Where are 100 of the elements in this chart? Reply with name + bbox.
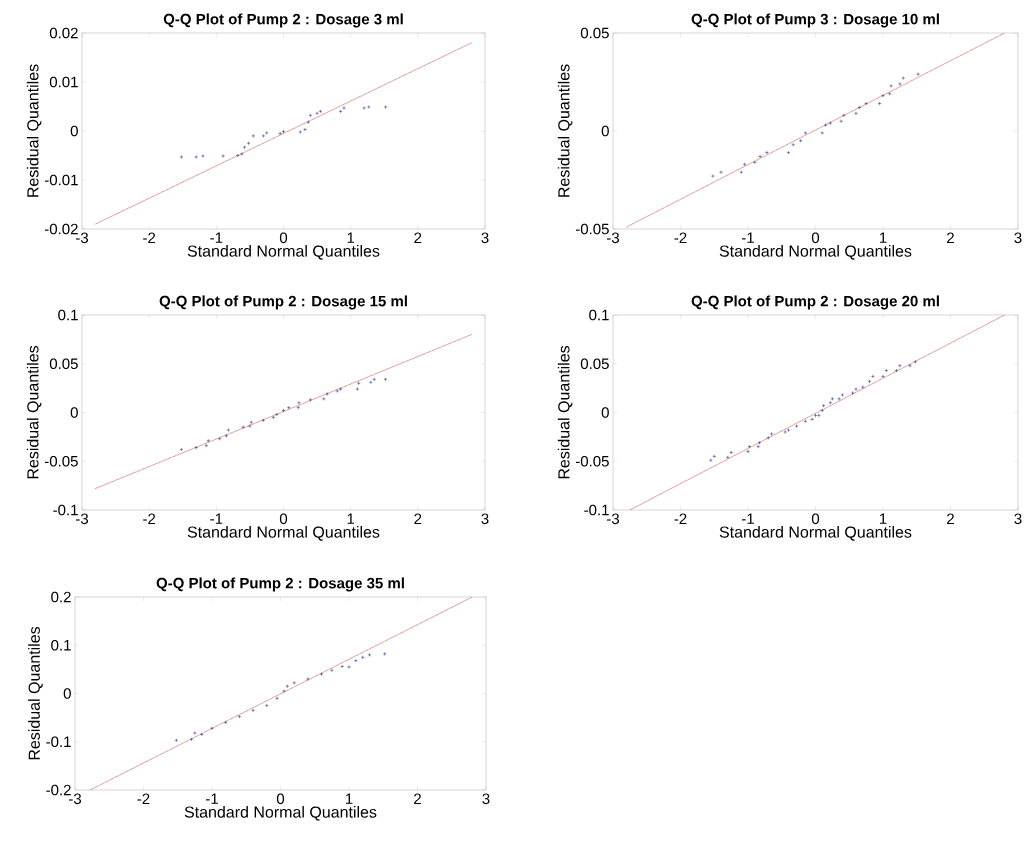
- point: [901, 76, 906, 80]
- point: [860, 385, 865, 389]
- point: [864, 101, 868, 106]
- point: [813, 413, 818, 418]
- point: [199, 732, 204, 737]
- x-tick-label: 3: [482, 793, 490, 805]
- point: [854, 111, 858, 116]
- point: [857, 105, 862, 110]
- point: [757, 440, 762, 445]
- x-tick-label: 1: [347, 232, 355, 243]
- point: [752, 160, 757, 165]
- y-tick-label: -0.02: [44, 223, 78, 235]
- point: [828, 400, 833, 405]
- x-tick-label: -2: [674, 513, 687, 524]
- x-tick-label: 2: [414, 232, 422, 243]
- y-axis-title: Residual Quantiles: [26, 64, 42, 197]
- point: [360, 655, 365, 660]
- x-tick-label: -2: [143, 232, 156, 243]
- point: [264, 703, 269, 708]
- x-tick-label: -3: [69, 793, 82, 805]
- point: [798, 138, 803, 143]
- x-tick-label: 2: [947, 232, 954, 243]
- y-tick-label: 0.2: [51, 591, 71, 603]
- point: [251, 134, 256, 138]
- point: [881, 93, 885, 98]
- point: [308, 397, 313, 402]
- point: [769, 432, 774, 436]
- point: [908, 363, 912, 368]
- x-tick-label: -1: [741, 232, 754, 243]
- x-axis-title: Standard Normal Quantiles: [184, 806, 377, 821]
- point: [766, 435, 771, 440]
- point: [242, 145, 247, 150]
- point: [206, 438, 211, 443]
- y-tick-label: 0.05: [580, 27, 609, 39]
- point: [315, 111, 319, 116]
- point: [248, 424, 252, 428]
- point: [271, 415, 276, 420]
- x-tick-label: 0: [276, 793, 285, 805]
- point: [840, 393, 845, 397]
- x-tick-label: -2: [143, 513, 156, 524]
- point: [810, 417, 814, 422]
- x-tick-label: 0: [279, 513, 288, 525]
- point: [839, 119, 843, 124]
- point: [794, 424, 799, 428]
- x-tick-label: -3: [76, 232, 89, 244]
- x-axis-title: Standard Normal Quantiles: [187, 526, 380, 541]
- point: [850, 391, 855, 395]
- point: [711, 174, 715, 178]
- point: [306, 677, 310, 681]
- x-tick-label: -3: [76, 513, 89, 525]
- point: [338, 387, 343, 391]
- x-tick-label: 1: [347, 513, 355, 524]
- point: [887, 91, 892, 96]
- x-tick-label: 1: [345, 793, 353, 804]
- point: [347, 665, 351, 669]
- point: [174, 738, 179, 743]
- point: [877, 101, 882, 106]
- point: [281, 408, 286, 413]
- y-tick-label: -0.05: [44, 455, 78, 467]
- y-tick-label: -0.01: [44, 174, 78, 186]
- y-tick-label: 0.02: [49, 27, 78, 39]
- point: [894, 368, 899, 373]
- y-tick-label: 0.1: [58, 309, 78, 321]
- x-tick-label: 3: [1014, 232, 1022, 244]
- point: [303, 127, 307, 132]
- chart-title: Q-Q Plot of Pump 2 : Dosage 3 ml: [163, 13, 403, 28]
- y-tick-label: 0: [601, 407, 609, 418]
- y-tick-label: -0.1: [46, 736, 71, 748]
- point: [898, 82, 902, 86]
- y-tick-label: -0.1: [53, 504, 78, 516]
- point: [372, 377, 377, 382]
- point: [366, 105, 371, 109]
- y-tick-label: 0: [601, 125, 609, 137]
- point: [783, 430, 787, 434]
- y-axis-title: Residual Quantiles: [557, 345, 573, 479]
- point: [828, 121, 833, 125]
- x-tick-label: 0: [811, 513, 820, 525]
- point: [342, 106, 346, 110]
- x-tick-label: -1: [206, 793, 218, 804]
- x-tick-label: 2: [947, 513, 954, 524]
- point: [249, 420, 254, 425]
- point: [306, 120, 311, 125]
- x-tick-label: 0: [279, 232, 288, 244]
- point: [217, 436, 222, 441]
- point: [368, 380, 373, 385]
- point: [786, 428, 791, 432]
- point: [194, 155, 199, 159]
- point: [725, 455, 730, 460]
- point: [383, 105, 388, 109]
- point: [786, 150, 791, 155]
- point: [210, 726, 214, 731]
- x-tick-label: 2: [414, 513, 422, 524]
- point: [194, 445, 199, 450]
- point: [296, 405, 301, 410]
- point: [712, 454, 717, 459]
- point: [739, 170, 744, 174]
- chart-title: Q-Q Plot of Pump 2 : Dosage 20 ml: [691, 295, 939, 310]
- point: [292, 681, 297, 685]
- y-tick-label: 0: [63, 688, 71, 699]
- point: [223, 720, 228, 725]
